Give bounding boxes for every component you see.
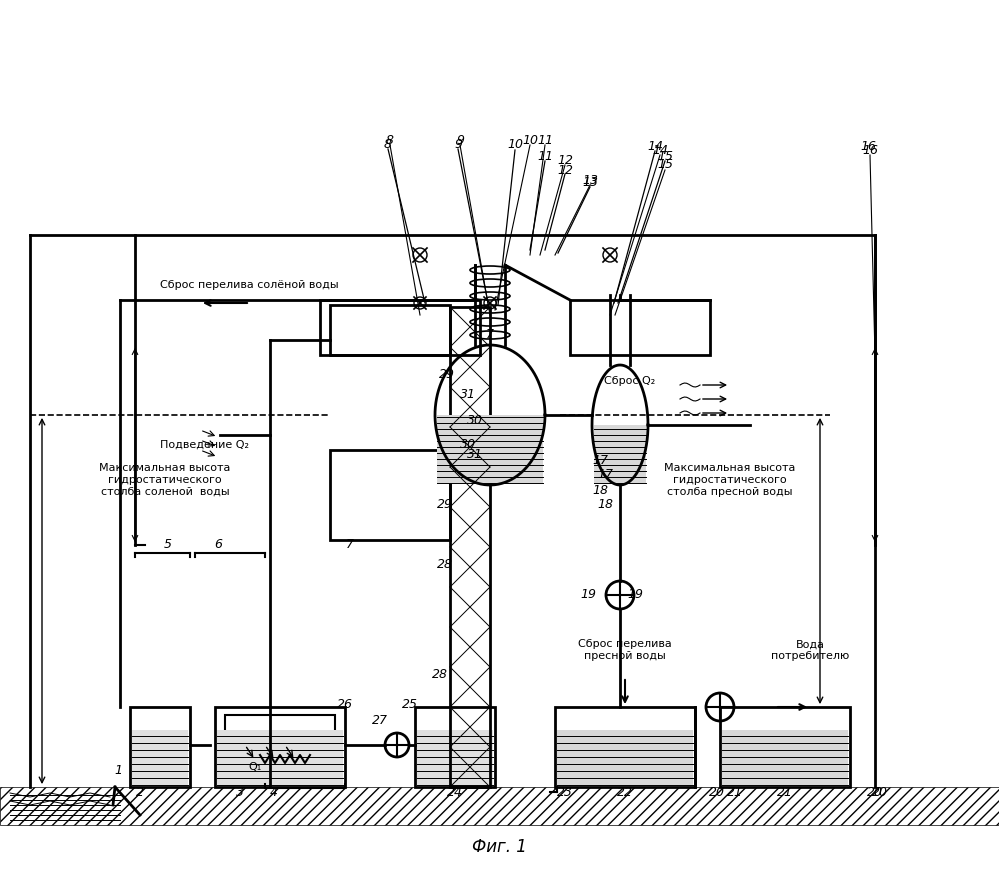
Text: Максимальная высота
гидростатического
столба пресной воды: Максимальная высота гидростатического ст… (664, 464, 795, 497)
Text: 11: 11 (537, 150, 553, 164)
Bar (217, 730, 343, 785)
Bar (330, 305, 450, 355)
Text: Подведение Q₂: Подведение Q₂ (160, 440, 249, 450)
Bar (557, 730, 693, 785)
Text: 2: 2 (136, 786, 144, 799)
Text: 28: 28 (437, 558, 453, 571)
Bar (417, 730, 493, 785)
Bar (330, 450, 450, 540)
Text: 12: 12 (557, 164, 573, 177)
Text: 20: 20 (872, 786, 888, 799)
Text: 29: 29 (439, 368, 455, 382)
Text: 7: 7 (486, 328, 494, 341)
Text: 31: 31 (467, 449, 483, 461)
Text: 23: 23 (557, 786, 573, 799)
Bar (0, 787, 999, 825)
Bar (225, 715, 335, 780)
Text: 8: 8 (386, 134, 394, 146)
Bar (415, 707, 495, 787)
Text: 30: 30 (460, 438, 476, 452)
Text: 10: 10 (522, 134, 538, 146)
Text: 17: 17 (597, 468, 613, 481)
Bar (594, 425, 646, 483)
Bar (720, 707, 850, 787)
Text: 22: 22 (617, 786, 633, 799)
Text: 25: 25 (402, 698, 418, 711)
Text: Q₁: Q₁ (248, 762, 262, 772)
Text: 12: 12 (557, 153, 573, 166)
Text: 26: 26 (337, 698, 353, 711)
Text: 7: 7 (346, 538, 354, 551)
Text: 21: 21 (777, 786, 793, 799)
Bar (437, 415, 543, 483)
Text: 16: 16 (860, 141, 876, 153)
Text: 5: 5 (164, 538, 172, 551)
Text: Фиг. 1: Фиг. 1 (472, 838, 526, 856)
Text: 8: 8 (384, 138, 392, 151)
Text: 14: 14 (652, 144, 668, 157)
Text: 15: 15 (657, 158, 673, 172)
Text: Сброс перелива
пресной воды: Сброс перелива пресной воды (578, 640, 672, 661)
Text: 29: 29 (437, 499, 453, 512)
Text: 9: 9 (456, 134, 464, 146)
Text: 15: 15 (657, 150, 673, 164)
Bar (722, 730, 848, 785)
Bar (555, 707, 695, 787)
Text: 3: 3 (236, 786, 244, 799)
Text: 30: 30 (467, 414, 483, 426)
Text: 20: 20 (709, 786, 725, 799)
Text: 4: 4 (270, 786, 278, 799)
Text: Сброс Q₂: Сброс Q₂ (604, 376, 655, 386)
Text: 19: 19 (580, 589, 596, 601)
Text: 18: 18 (592, 484, 608, 496)
Text: 17: 17 (592, 453, 608, 466)
Bar (130, 707, 190, 787)
Text: 14: 14 (647, 141, 663, 153)
Text: 11: 11 (537, 134, 553, 146)
Text: 31: 31 (460, 388, 476, 402)
Bar (450, 307, 490, 787)
Text: Максимальная высота
гидростатического
столба соленой  воды: Максимальная высота гидростатического ст… (99, 464, 231, 497)
Bar (570, 300, 710, 355)
Bar (320, 300, 480, 355)
Text: 13: 13 (582, 173, 598, 186)
Bar (132, 730, 188, 785)
Text: Сброс перелива солёной воды: Сброс перелива солёной воды (160, 280, 339, 290)
Text: Вода
потребителю: Вода потребителю (771, 640, 849, 661)
Bar (215, 707, 345, 787)
Text: 28: 28 (432, 668, 448, 682)
Text: 6: 6 (214, 538, 222, 551)
Text: 24: 24 (447, 786, 463, 799)
Text: 1: 1 (114, 764, 122, 776)
Text: 18: 18 (597, 499, 613, 512)
Text: 21: 21 (727, 786, 743, 799)
Text: 20: 20 (867, 786, 883, 799)
Text: 27: 27 (372, 713, 388, 726)
Text: 10: 10 (507, 138, 523, 151)
Text: 9: 9 (454, 138, 462, 151)
Text: 16: 16 (862, 144, 878, 157)
Text: 19: 19 (627, 589, 643, 601)
Text: 13: 13 (582, 177, 598, 190)
